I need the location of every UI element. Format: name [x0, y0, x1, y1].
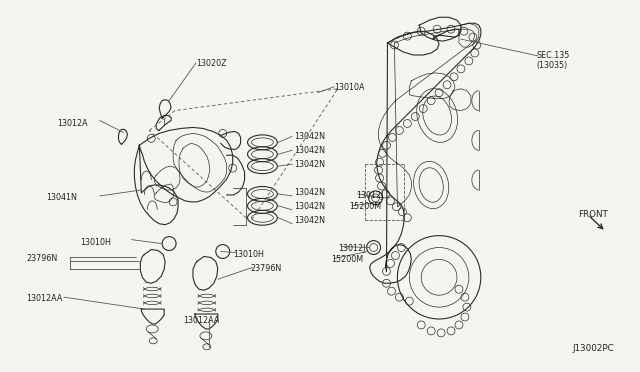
- Text: 13042N: 13042N: [294, 188, 325, 197]
- Text: 13012J: 13012J: [356, 191, 383, 200]
- Text: 13042N: 13042N: [294, 146, 325, 155]
- Text: 13010H: 13010H: [80, 238, 111, 247]
- Text: 13042N: 13042N: [294, 202, 325, 211]
- Text: SEC.135
(13035): SEC.135 (13035): [536, 51, 570, 70]
- Text: 13012AA: 13012AA: [182, 316, 219, 325]
- Text: 13012A: 13012A: [57, 119, 88, 128]
- Text: 13042N: 13042N: [294, 132, 325, 141]
- Text: 23796N: 23796N: [250, 264, 282, 273]
- Text: 13020Z: 13020Z: [196, 59, 227, 68]
- Text: 13042N: 13042N: [294, 160, 325, 169]
- Text: 15200M: 15200M: [349, 202, 381, 211]
- Text: 13010H: 13010H: [233, 250, 264, 259]
- Text: 13041N: 13041N: [46, 193, 77, 202]
- Text: 13012J: 13012J: [338, 244, 365, 253]
- Text: 23796N: 23796N: [26, 254, 58, 263]
- Text: FRONT: FRONT: [578, 210, 608, 219]
- Text: 13012AA: 13012AA: [26, 294, 63, 303]
- Text: 13042N: 13042N: [294, 216, 325, 225]
- Text: J13002PC: J13002PC: [572, 344, 614, 353]
- Text: 13010A: 13010A: [334, 83, 364, 92]
- Text: 15200M: 15200M: [331, 256, 363, 264]
